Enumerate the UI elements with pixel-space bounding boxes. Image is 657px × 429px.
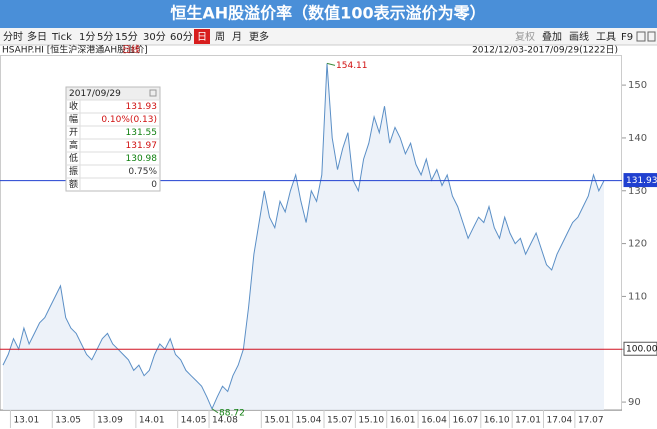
period-tab[interactable]: 1分 bbox=[79, 31, 95, 43]
period-tab[interactable]: 更多 bbox=[249, 30, 269, 43]
x-tick-label: 13.05 bbox=[55, 416, 81, 426]
info-value: 131.97 bbox=[126, 141, 158, 151]
x-tick-label: 15.10 bbox=[358, 416, 384, 426]
tool-button[interactable]: 画线 bbox=[569, 30, 589, 43]
reference-label: 131.93 bbox=[626, 176, 657, 186]
range: 2012/12/03-2017/09/29(1222日) bbox=[472, 45, 618, 56]
info-label: 低 bbox=[69, 152, 78, 164]
info-label: 振 bbox=[69, 165, 78, 177]
period-tab[interactable]: 15分 bbox=[115, 31, 138, 43]
info-value: 0.10%(0.13) bbox=[101, 115, 157, 125]
period-tab[interactable]: 30分 bbox=[143, 31, 166, 43]
period-tab[interactable]: 5分 bbox=[97, 31, 113, 43]
x-tick-label: 16.04 bbox=[421, 416, 447, 426]
period-tab[interactable]: 日 bbox=[197, 32, 207, 43]
icon[interactable] bbox=[647, 31, 656, 42]
x-tick-label: 15.01 bbox=[264, 416, 290, 426]
info-value: 131.55 bbox=[126, 128, 158, 138]
info-value: 131.93 bbox=[126, 102, 158, 112]
x-tick-label: 16.10 bbox=[484, 416, 510, 426]
period: 日线 bbox=[122, 44, 140, 56]
period-tab[interactable]: 60分 bbox=[170, 31, 193, 43]
x-tick-label: 14.01 bbox=[139, 416, 165, 426]
info-value: 0.75% bbox=[128, 167, 157, 177]
period-tab[interactable]: 多日 bbox=[27, 30, 47, 43]
tool-button[interactable]: F9 bbox=[621, 32, 633, 43]
title-bar bbox=[0, 0, 657, 28]
x-tick-label: 13.01 bbox=[13, 416, 39, 426]
x-tick-label: 15.04 bbox=[296, 416, 322, 426]
y-tick-label: 90 bbox=[628, 397, 641, 408]
y-tick-label: 150 bbox=[628, 80, 647, 91]
line bbox=[2, 63, 605, 411]
reference-label-box bbox=[623, 173, 657, 188]
title: 恒生AH股溢价率（数值100表示溢价为零） bbox=[170, 4, 485, 23]
info-value: 130.98 bbox=[126, 154, 158, 164]
info-label: 幅 bbox=[69, 113, 78, 125]
y-tick-label: 130 bbox=[628, 186, 647, 197]
period-tab[interactable]: 月 bbox=[232, 31, 242, 43]
min-pointer bbox=[211, 408, 219, 414]
area bbox=[3, 63, 604, 411]
info-label: 开 bbox=[69, 127, 78, 138]
period-tab[interactable]: 周 bbox=[215, 31, 225, 43]
max-label: 154.11 bbox=[336, 61, 368, 71]
reference-label: 100.00 bbox=[626, 345, 657, 355]
info-value: 0 bbox=[151, 180, 157, 190]
x-tick-label: 13.09 bbox=[97, 416, 123, 426]
y-tick-label: 140 bbox=[628, 133, 647, 144]
period-tab[interactable]: 分时 bbox=[3, 31, 23, 43]
info-date: 2017/09/29 bbox=[69, 89, 121, 99]
symbol: HSAHP.HI [恒生沪深港通AH股溢价] bbox=[2, 44, 148, 56]
period-tab[interactable]: Tick bbox=[51, 32, 72, 43]
info-icon[interactable] bbox=[149, 89, 157, 97]
x-tick-label: 17.04 bbox=[547, 416, 573, 426]
toolbar bbox=[0, 28, 657, 45]
tool-button[interactable]: 工具 bbox=[596, 31, 616, 43]
icon[interactable] bbox=[636, 31, 646, 42]
x-tick-label: 16.01 bbox=[390, 416, 416, 426]
x-tick-label: 17.01 bbox=[515, 416, 541, 426]
x-tick-label: 14.05 bbox=[181, 416, 207, 426]
info-label: 额 bbox=[69, 178, 78, 190]
x-tick-label: 14.08 bbox=[212, 416, 238, 426]
tool-button[interactable]: 复权 bbox=[515, 30, 535, 43]
y-tick-label: 120 bbox=[628, 239, 647, 250]
y-tick-label: 110 bbox=[628, 291, 647, 302]
max-pointer bbox=[326, 62, 336, 66]
info-label: 高 bbox=[69, 139, 78, 151]
x-tick-label: 15.07 bbox=[327, 416, 353, 426]
x-tick-label: 17.07 bbox=[578, 416, 604, 426]
tool-button[interactable]: 叠加 bbox=[542, 31, 562, 43]
info-label: 收 bbox=[69, 100, 78, 112]
reference-label-box bbox=[623, 341, 657, 356]
x-tick-label: 16.07 bbox=[452, 416, 478, 426]
info-box: 2017/09/29收 131.93 幅 0.10%(0.13) 开 131.55 高 131… bbox=[65, 86, 161, 192]
min-label: 88.72 bbox=[219, 408, 245, 418]
selected-tab[interactable] bbox=[194, 29, 210, 44]
